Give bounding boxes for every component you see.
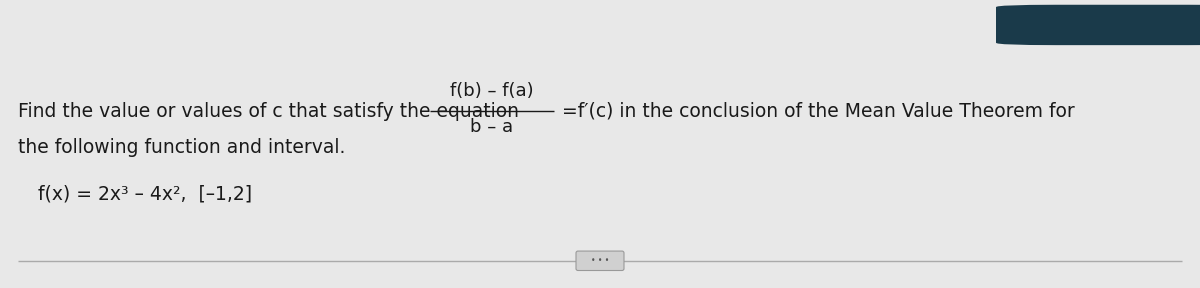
FancyBboxPatch shape xyxy=(576,251,624,270)
Text: =f′(c) in the conclusion of the Mean Value Theorem for: =f′(c) in the conclusion of the Mean Val… xyxy=(562,102,1075,121)
Text: f(b) – f(a): f(b) – f(a) xyxy=(450,82,534,100)
FancyBboxPatch shape xyxy=(996,5,1200,45)
Text: Find the value or values of c that satisfy the equation: Find the value or values of c that satis… xyxy=(18,102,526,121)
Text: • • •: • • • xyxy=(590,256,610,265)
Text: b – a: b – a xyxy=(470,118,514,136)
Text: the following function and interval.: the following function and interval. xyxy=(18,138,346,157)
Text: f(x) = 2x³ – 4x²,  [–1,2]: f(x) = 2x³ – 4x², [–1,2] xyxy=(38,184,252,203)
